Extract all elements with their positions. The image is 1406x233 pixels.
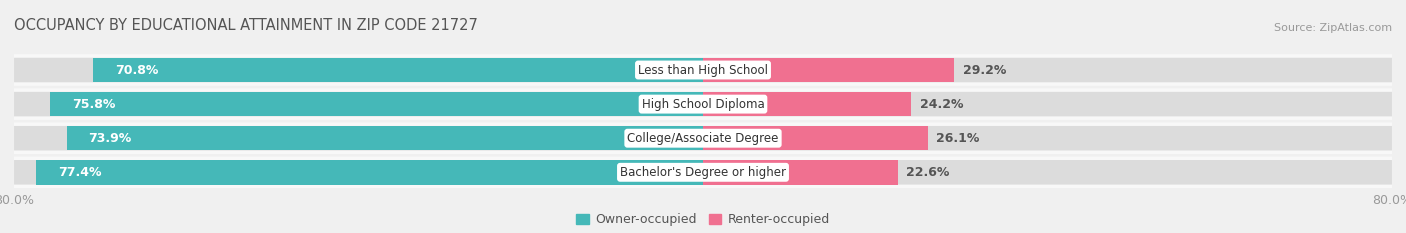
Text: Source: ZipAtlas.com: Source: ZipAtlas.com [1274, 23, 1392, 33]
Text: 77.4%: 77.4% [58, 166, 101, 179]
FancyBboxPatch shape [14, 89, 1392, 120]
Text: 29.2%: 29.2% [963, 64, 1007, 76]
FancyBboxPatch shape [14, 92, 1392, 116]
Text: 70.8%: 70.8% [115, 64, 159, 76]
Text: High School Diploma: High School Diploma [641, 98, 765, 111]
Text: OCCUPANCY BY EDUCATIONAL ATTAINMENT IN ZIP CODE 21727: OCCUPANCY BY EDUCATIONAL ATTAINMENT IN Z… [14, 17, 478, 33]
FancyBboxPatch shape [14, 126, 1392, 151]
Bar [703, 92, 911, 116]
Bar [37, 160, 703, 185]
Legend: Owner-occupied, Renter-occupied: Owner-occupied, Renter-occupied [571, 209, 835, 232]
Bar [51, 92, 703, 116]
Text: 73.9%: 73.9% [89, 132, 131, 145]
Text: Less than High School: Less than High School [638, 64, 768, 76]
Bar [93, 58, 703, 82]
FancyBboxPatch shape [14, 160, 1392, 185]
Bar [703, 126, 928, 151]
FancyBboxPatch shape [14, 58, 1392, 82]
Bar [66, 126, 703, 151]
Text: 22.6%: 22.6% [907, 166, 949, 179]
Text: 75.8%: 75.8% [72, 98, 115, 111]
Bar [703, 160, 897, 185]
FancyBboxPatch shape [14, 157, 1392, 188]
FancyBboxPatch shape [14, 54, 1392, 86]
FancyBboxPatch shape [14, 123, 1392, 154]
Text: College/Associate Degree: College/Associate Degree [627, 132, 779, 145]
Text: 24.2%: 24.2% [920, 98, 963, 111]
Bar [703, 58, 955, 82]
Text: Bachelor's Degree or higher: Bachelor's Degree or higher [620, 166, 786, 179]
Text: 26.1%: 26.1% [936, 132, 980, 145]
